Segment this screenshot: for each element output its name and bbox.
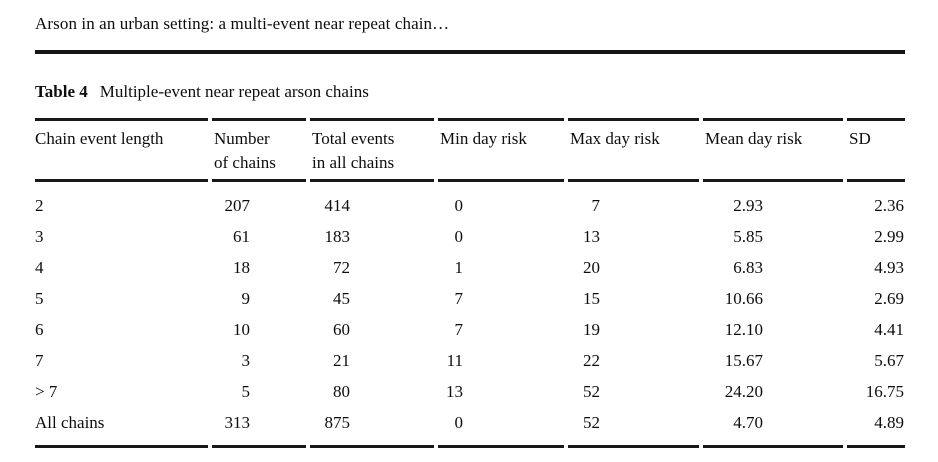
cell-max-day-risk: 13	[583, 226, 600, 246]
cell-total-events: 60	[333, 319, 350, 339]
cell-sd: 2.99	[874, 226, 904, 246]
cell-number-of-chains: 10	[233, 319, 250, 339]
table-row: 7 3 21 11 22 15.67 5.67	[35, 345, 905, 376]
cell-min-day-risk: 0	[454, 195, 464, 215]
cell-sd: 4.41	[874, 319, 904, 339]
cell-chain-event-length: All chains	[35, 407, 208, 448]
cell-mean-day-risk: 12.10	[724, 319, 763, 339]
cell-chain-event-length: 6	[35, 319, 44, 339]
cell-min-day-risk: 0	[454, 226, 464, 246]
cell-max-day-risk: 52	[568, 407, 699, 448]
cell-sd: 2.36	[874, 195, 904, 215]
cell-chain-event-length: 5	[35, 288, 44, 308]
cell-sd: 2.69	[874, 288, 904, 308]
table-row: 3 61 183 0 13 5.85 2.99	[35, 221, 905, 252]
cell-min-day-risk: 7	[454, 319, 464, 339]
cell-max-day-risk: 7	[591, 195, 601, 215]
cell-chain-event-length: 3	[35, 226, 44, 246]
col-header-sd: SD	[847, 118, 905, 182]
cell-max-day-risk: 20	[583, 257, 600, 277]
cell-number-of-chains: 207	[224, 195, 251, 215]
cell-number-of-chains: 18	[233, 257, 250, 277]
cell-chain-event-length: 4	[35, 257, 44, 277]
cell-number-of-chains: 5	[241, 381, 251, 401]
cell-number-of-chains: 313	[212, 407, 306, 448]
cell-min-day-risk: 13	[446, 381, 463, 401]
cell-max-day-risk: 15	[583, 288, 600, 308]
table-header: Chain event length Number of chains Tota…	[35, 118, 905, 182]
cell-mean-day-risk: 6.83	[733, 257, 763, 277]
col-header-total-events: Total events in all chains	[310, 118, 434, 182]
cell-total-events: 875	[310, 407, 434, 448]
table-caption: Table 4 Multiple-event near repeat arson …	[35, 81, 905, 103]
cell-total-events: 72	[333, 257, 350, 277]
cell-min-day-risk: 1	[454, 257, 464, 277]
cell-mean-day-risk: 5.85	[733, 226, 763, 246]
cell-number-of-chains: 3	[241, 350, 251, 370]
cell-total-events: 414	[324, 195, 351, 215]
table-row: All chains 313 875 0 52 4.70 4.89	[35, 407, 905, 448]
table-row: 6 10 60 7 19 12.10 4.41	[35, 314, 905, 345]
caption-text: Multiple-event near repeat arson chains	[99, 82, 369, 101]
cell-min-day-risk: 0	[438, 407, 564, 448]
cell-total-events: 183	[324, 226, 351, 246]
header-row: Chain event length Number of chains Tota…	[35, 118, 905, 182]
header-rule	[35, 50, 905, 54]
running-head: Arson in an urban setting: a multi-event…	[35, 14, 450, 33]
cell-max-day-risk: 19	[583, 319, 600, 339]
cell-total-events: 45	[333, 288, 350, 308]
cell-min-day-risk: 11	[446, 350, 463, 370]
table-body: 2 207 414 0 7 2.93 2.36 3 61 183 0 13 5.…	[35, 182, 905, 448]
cell-total-events: 80	[333, 381, 350, 401]
cell-mean-day-risk: 4.70	[703, 407, 843, 448]
caption-label: Table 4	[35, 82, 88, 101]
cell-sd: 16.75	[865, 381, 904, 401]
col-header-max-day-risk: Max day risk	[568, 118, 699, 182]
cell-number-of-chains: 61	[233, 226, 250, 246]
cell-mean-day-risk: 15.67	[724, 350, 763, 370]
cell-max-day-risk: 52	[583, 381, 600, 401]
col-header-number-of-chains: Number of chains	[212, 118, 306, 182]
cell-min-day-risk: 7	[454, 288, 464, 308]
cell-mean-day-risk: 2.93	[733, 195, 763, 215]
table-row: 4 18 72 1 20 6.83 4.93	[35, 252, 905, 283]
cell-chain-event-length: 2	[35, 195, 44, 215]
col-header-min-day-risk: Min day risk	[438, 118, 564, 182]
cell-mean-day-risk: 10.66	[724, 288, 763, 308]
col-header-mean-day-risk: Mean day risk	[703, 118, 843, 182]
cell-chain-event-length: > 7	[35, 381, 58, 401]
arson-chains-table: Chain event length Number of chains Tota…	[31, 118, 909, 448]
table-row: 5 9 45 7 15 10.66 2.69	[35, 283, 905, 314]
table-row: > 7 5 80 13 52 24.20 16.75	[35, 376, 905, 407]
table-row: 2 207 414 0 7 2.93 2.36	[35, 182, 905, 221]
cell-sd: 4.93	[874, 257, 904, 277]
cell-max-day-risk: 22	[583, 350, 600, 370]
cell-number-of-chains: 9	[241, 288, 251, 308]
cell-sd: 5.67	[874, 350, 904, 370]
cell-mean-day-risk: 24.20	[724, 381, 763, 401]
cell-sd: 4.89	[847, 407, 905, 448]
col-header-chain-event-length: Chain event length	[35, 118, 208, 182]
cell-total-events: 21	[333, 350, 350, 370]
cell-chain-event-length: 7	[35, 350, 44, 370]
page-content: Arson in an urban setting: a multi-event…	[35, 13, 905, 448]
